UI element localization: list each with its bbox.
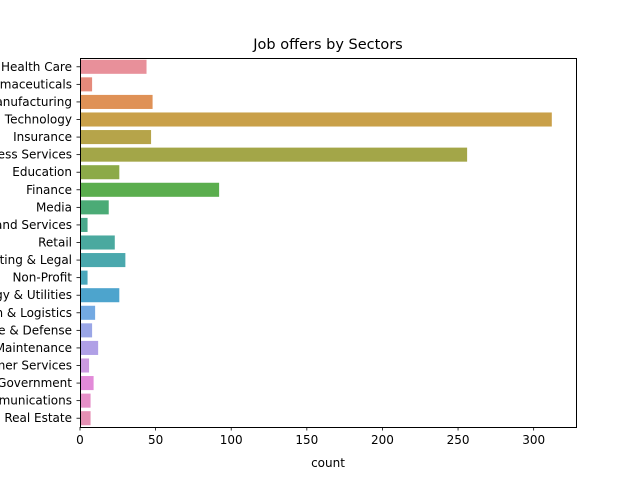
y-tick-label: Retail (38, 236, 72, 250)
bar (80, 393, 91, 408)
bar (80, 147, 468, 162)
bar (80, 59, 147, 74)
x-tick-label: 150 (295, 433, 318, 447)
bar (80, 411, 91, 426)
y-tick-label: Oil, Gas, Energy & Utilities (0, 288, 72, 302)
y-tick-label: Consumer Goods and Services (0, 218, 72, 232)
y-tick-label: Manufacturing (0, 95, 72, 109)
y-tick-label: Real Estate (4, 411, 72, 425)
x-axis-label: count (311, 456, 345, 470)
x-tick-label: 100 (220, 433, 243, 447)
bar (80, 217, 88, 232)
x-tick-label: 0 (76, 433, 84, 447)
bar (80, 376, 94, 391)
y-ticks-group: Health Care Pharmaceuticals Manufacturing I… (0, 60, 80, 425)
x-tick-label: 300 (522, 433, 545, 447)
y-tick-label: Non-Profit (12, 271, 72, 285)
y-tick-label: Finance (26, 183, 72, 197)
bar (80, 94, 153, 109)
bar (80, 182, 220, 197)
bar (80, 200, 109, 215)
bar (80, 130, 152, 145)
bars-group (80, 59, 552, 426)
bar (80, 305, 96, 320)
y-tick-label: Consumer Services (0, 359, 72, 373)
y-tick-label: Pharmaceuticals (0, 77, 72, 91)
bar (80, 270, 88, 285)
y-tick-label: Telecommunications (0, 394, 72, 408)
y-tick-label: Government (0, 376, 72, 390)
y-tick-label: Construction, Repair & Maintenance (0, 341, 72, 355)
y-tick-label: Insurance (13, 130, 72, 144)
x-tick-label: 50 (148, 433, 163, 447)
x-tick-label: 250 (447, 433, 470, 447)
bar (80, 235, 115, 250)
y-tick-label: Education (12, 165, 72, 179)
y-tick-label: Business Services (0, 148, 72, 162)
bar (80, 112, 552, 127)
x-ticks-group: 0 50 100 150 200 250 300 (76, 427, 545, 447)
bar (80, 253, 126, 268)
bar (80, 358, 90, 373)
bar (80, 340, 99, 355)
bar (80, 77, 93, 92)
y-tick-label: Aerospace & Defense (0, 323, 72, 337)
y-tick-label: Health Care (1, 60, 72, 74)
plot-frame (80, 58, 577, 428)
y-tick-label: Transportation & Logistics (0, 306, 72, 320)
bar (80, 323, 93, 338)
bar (80, 288, 120, 303)
y-tick-label: Accounting & Legal (0, 253, 72, 267)
x-tick-label: 200 (371, 433, 394, 447)
y-tick-label: Media (36, 200, 72, 214)
chart-title: Job offers by Sectors (252, 37, 402, 53)
bar (80, 165, 120, 180)
y-tick-label: Information Technology (0, 113, 72, 127)
